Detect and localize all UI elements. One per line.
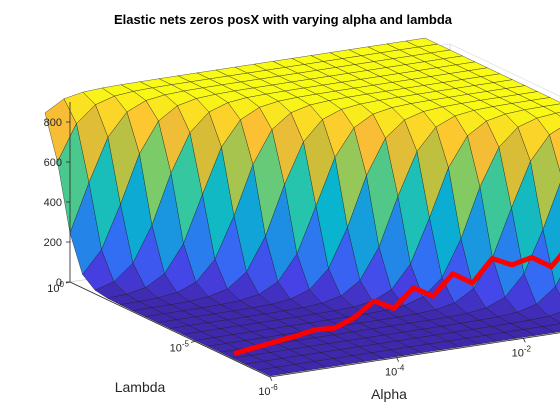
x-tick-label: 10-6 — [258, 383, 278, 398]
surface-patch — [542, 103, 560, 114]
y-tick-label: 100 — [47, 280, 64, 295]
surface-patch — [549, 127, 560, 173]
x-tick-mark — [396, 357, 400, 362]
surface-patch — [541, 323, 560, 333]
z-tick-label: 0 — [56, 277, 62, 289]
red-series — [233, 252, 560, 356]
y-axis-label: Lambda — [115, 379, 166, 395]
y-tick-mark — [190, 340, 196, 343]
surface-patch — [530, 134, 560, 231]
surface-patch — [530, 97, 560, 107]
surface-patch — [536, 112, 560, 136]
surface-mesh — [44, 37, 560, 377]
x-axis-label: Alpha — [371, 386, 407, 402]
surface-patch — [555, 112, 560, 117]
x-axis-line — [269, 332, 560, 378]
chart-title: Elastic nets zeros posX with varying alp… — [114, 12, 453, 27]
surface-patch — [548, 312, 560, 323]
z-tick-label: 600 — [44, 157, 62, 169]
x-tick-mark — [522, 338, 526, 343]
surface-patch — [536, 286, 560, 317]
surface-patch — [529, 315, 560, 327]
z-tick-label: 400 — [44, 197, 62, 209]
y-tick-label: 10-5 — [170, 339, 190, 354]
surface-patch — [555, 277, 560, 296]
x-tick-label: 10-2 — [512, 344, 532, 359]
x-tick-mark — [269, 376, 273, 382]
y-axis-line — [69, 281, 271, 378]
z-tick-label: 200 — [44, 237, 62, 249]
axes-front — [65, 102, 560, 382]
x-tick-label: 10-4 — [385, 364, 405, 379]
z-tick-label: 800 — [44, 117, 62, 129]
